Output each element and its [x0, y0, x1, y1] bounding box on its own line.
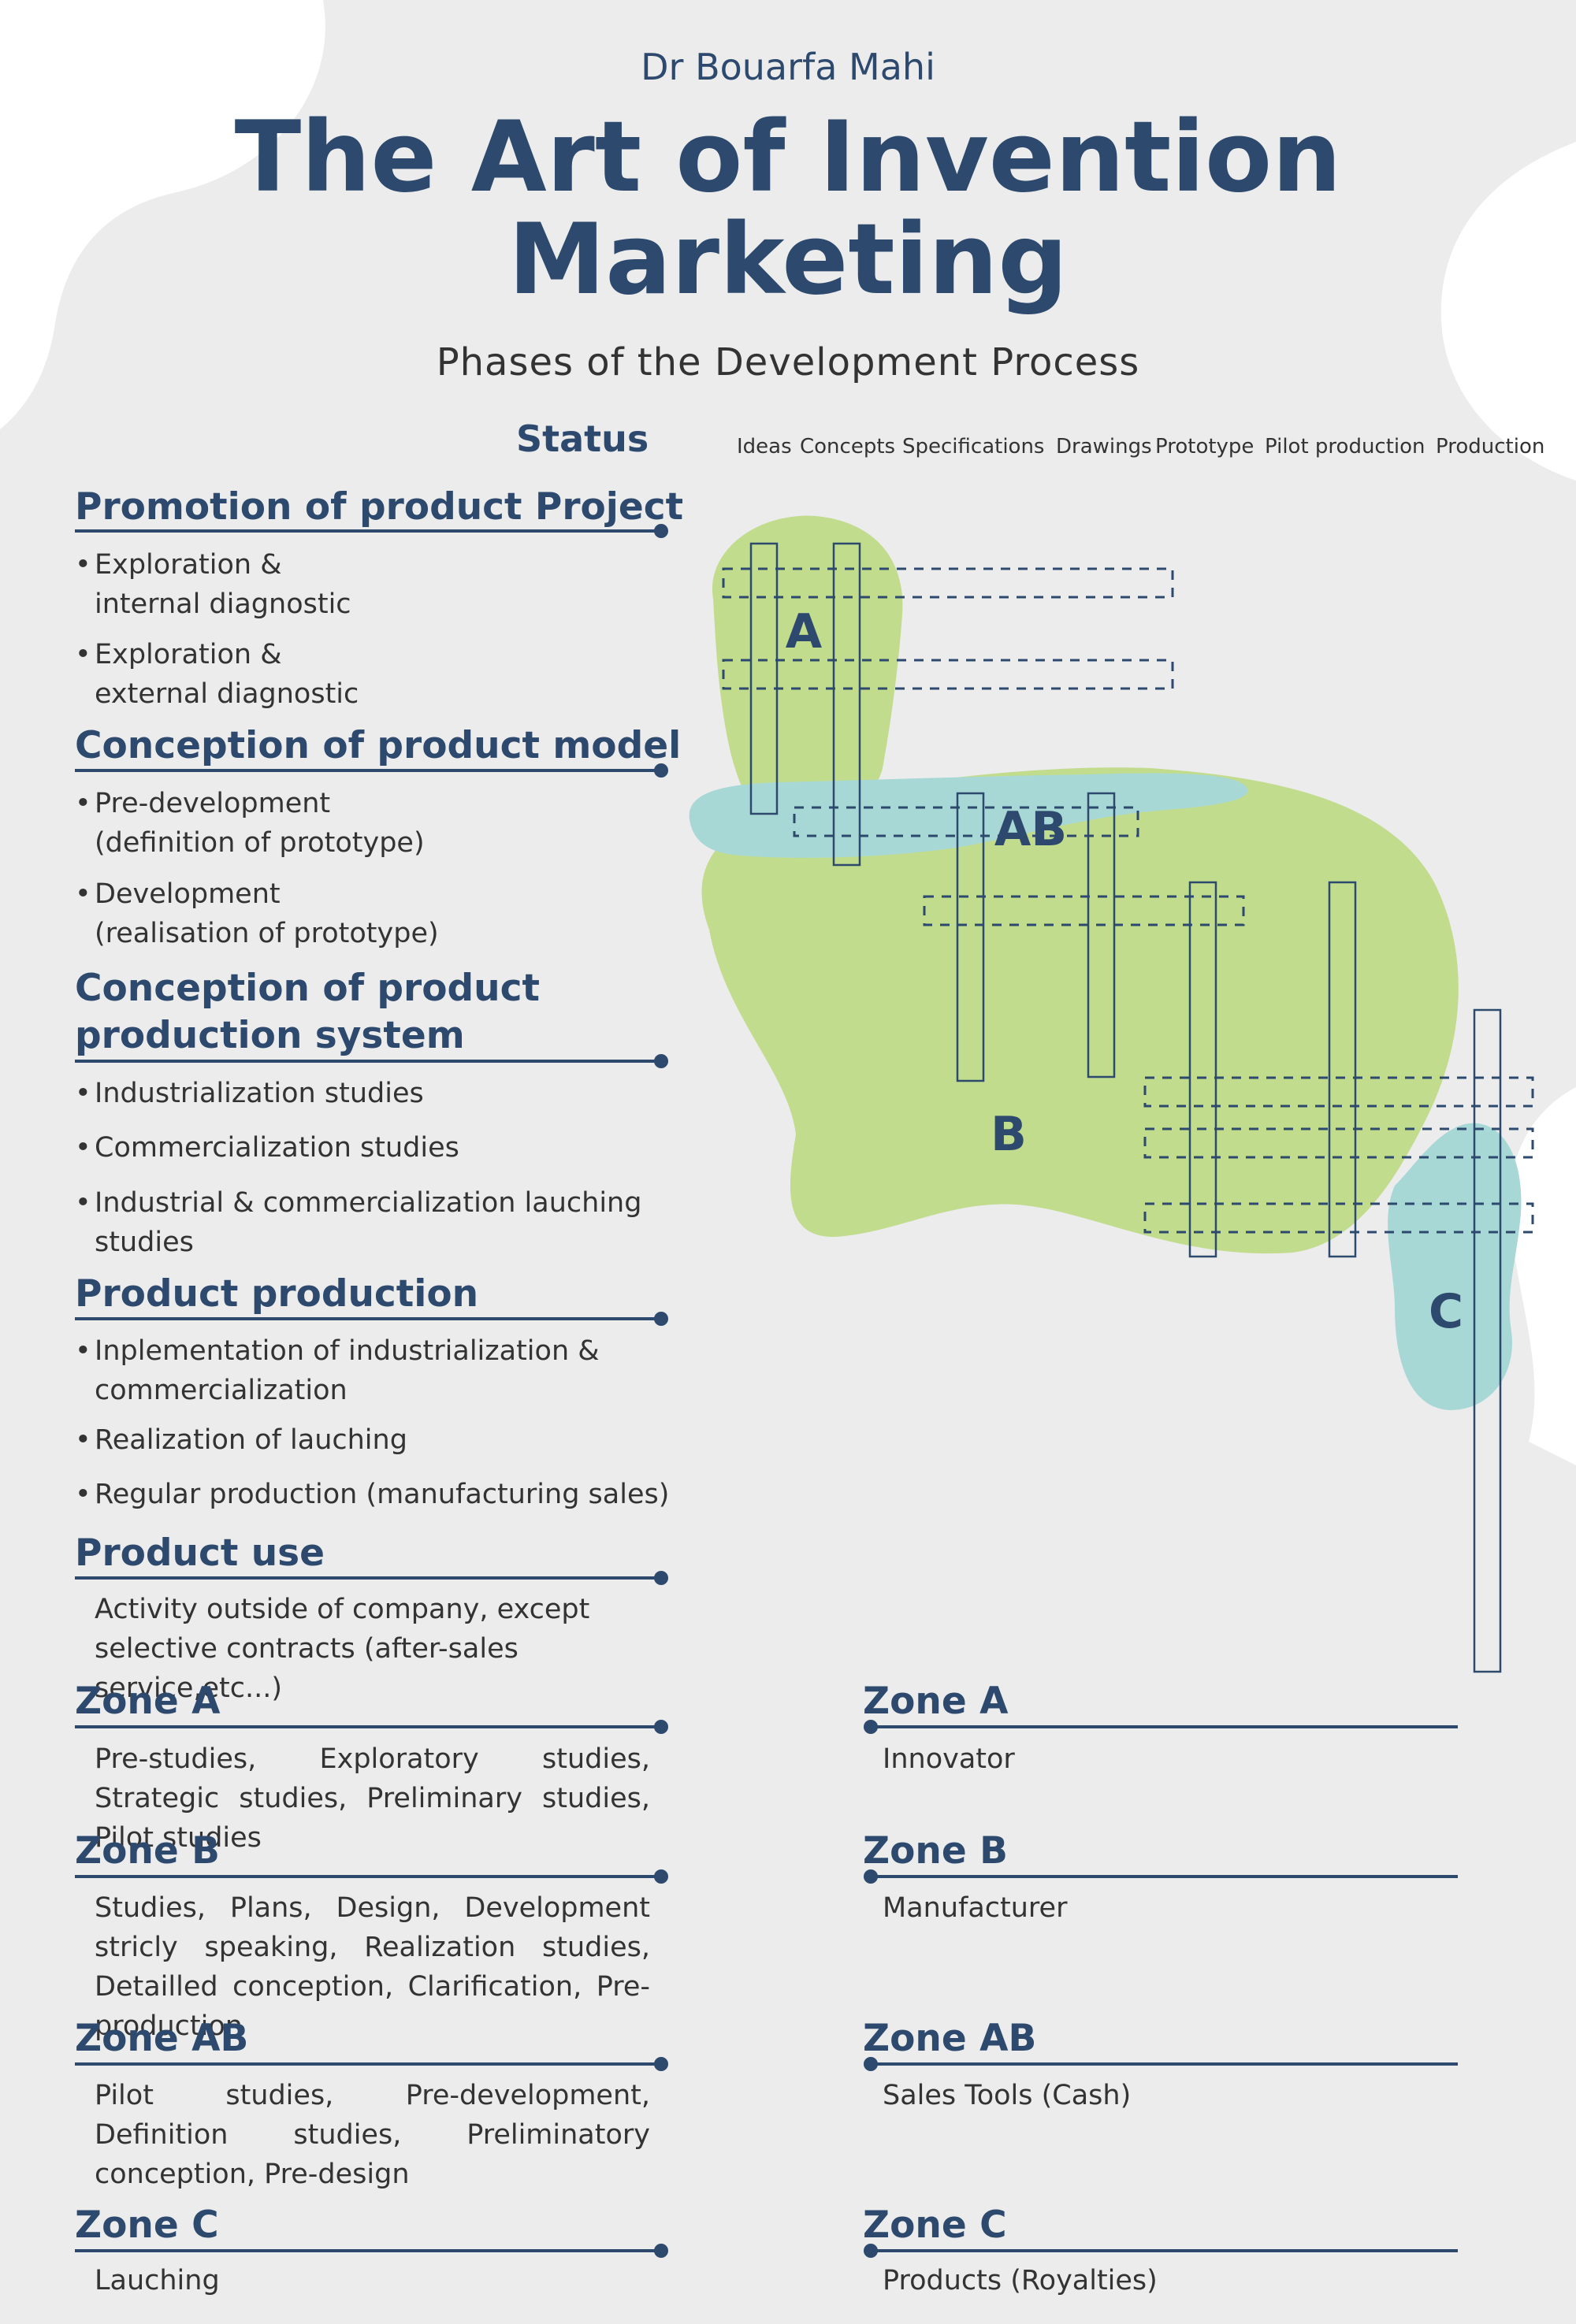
- section-production-system-title: Conception of product production system: [75, 967, 540, 1057]
- section-rule: [75, 1725, 662, 1728]
- status-heading: Status: [516, 418, 649, 460]
- rule-end-dot: [654, 524, 668, 538]
- product-use-text: Activity outside of company, except sele…: [95, 1594, 590, 1704]
- zone-c-blob: [1388, 1123, 1522, 1410]
- vertical-bar-7: [1473, 1008, 1502, 1673]
- page-subtitle: Phases of the Development Process: [436, 340, 1140, 384]
- dashed-bar-1: [722, 567, 1174, 599]
- zone-b-blob: [701, 767, 1459, 1254]
- zone-a-left-title: Zone A: [75, 1680, 221, 1723]
- section-rule: [75, 1060, 662, 1063]
- rule-end-dot: [654, 1720, 668, 1734]
- zone-c-role: Products (Royalties): [883, 2265, 1158, 2296]
- title-line-1: The Art of Invention: [234, 101, 1342, 214]
- list-item: • Development (realisation of prototype): [75, 878, 439, 949]
- zone-c-left-title: Zone C: [75, 2203, 219, 2247]
- section-rule: [871, 1875, 1458, 1878]
- rule-end-dot: [654, 1054, 668, 1068]
- page-title: The Art of Invention Marketing: [0, 106, 1576, 311]
- zone-ab-description: Pilot studies, Pre-development, Definiti…: [95, 2080, 650, 2190]
- phase-label-concepts: Concepts: [800, 435, 896, 458]
- section-rule: [75, 2249, 662, 2252]
- section-rule: [871, 1725, 1458, 1728]
- section-rule: [75, 1576, 662, 1580]
- phase-label-prototype: Prototype: [1155, 435, 1254, 458]
- section-rule: [871, 2249, 1458, 2252]
- list-item: • Pre-development (definition of prototype…: [75, 788, 425, 859]
- vertical-bar-5: [1188, 881, 1217, 1258]
- zone-b-right-title: Zone B: [863, 1829, 1008, 1873]
- list-item: • Inplementation of industrialization & co…: [75, 1335, 600, 1406]
- section-rule: [871, 2062, 1458, 2066]
- section-rule: [75, 1317, 662, 1320]
- zone-ab-role: Sales Tools (Cash): [883, 2080, 1132, 2111]
- list-item: • Regular production (manufacturing sales…: [75, 1479, 670, 1510]
- zone-b-left-title: Zone B: [75, 1829, 220, 1873]
- zone-c-label: C: [1429, 1284, 1463, 1339]
- zone-ab-label: AB: [994, 802, 1067, 857]
- dashed-bar-4: [923, 895, 1245, 926]
- zone-c-description: Lauching: [95, 2265, 220, 2296]
- zone-a-description: Pre-studies, Exploratory studies, Strate…: [95, 1743, 650, 1854]
- list-item: • Industrialization studies: [75, 1078, 424, 1109]
- vertical-bar-6: [1328, 881, 1357, 1258]
- phase-label-production: Production: [1436, 435, 1545, 458]
- dashed-bar-7: [1143, 1202, 1534, 1234]
- phase-label-drawings: Drawings: [1056, 435, 1152, 458]
- list-item: • Commercialization studies: [75, 1132, 459, 1164]
- dashed-bar-6: [1143, 1127, 1534, 1159]
- list-item: • Exploration & external diagnostic: [75, 639, 359, 710]
- vertical-bar-1: [749, 542, 779, 815]
- section-rule: [75, 769, 662, 772]
- section-product-production-title: Product production: [75, 1272, 479, 1316]
- zone-a-label: A: [786, 604, 823, 659]
- rule-end-dot: [654, 1312, 668, 1326]
- author-name: Dr Bouarfa Mahi: [641, 46, 935, 88]
- section-product-use-title: Product use: [75, 1531, 325, 1575]
- list-item: • Realization of lauching: [75, 1424, 407, 1456]
- vertical-bar-2: [832, 542, 861, 867]
- rule-end-dot: [654, 1869, 668, 1884]
- rule-end-dot: [654, 763, 668, 778]
- zone-c-right-title: Zone C: [863, 2203, 1007, 2247]
- dashed-bar-2: [722, 659, 1174, 690]
- phase-label-pilot-production: Pilot production: [1265, 435, 1425, 458]
- vertical-bar-4: [1087, 792, 1116, 1078]
- section-promotion-title: Promotion of product Project: [75, 485, 684, 529]
- dashed-bar-5: [1143, 1076, 1534, 1108]
- section-rule: [75, 1875, 662, 1878]
- zone-a-blob: [712, 515, 903, 829]
- zone-b-description: Studies, Plans, Design, Development stri…: [95, 1892, 650, 2042]
- zone-a-role: Innovator: [883, 1743, 1015, 1775]
- vertical-bar-3: [956, 792, 985, 1082]
- section-rule: [75, 2062, 662, 2066]
- zone-b-role: Manufacturer: [883, 1892, 1068, 1924]
- zone-ab-right-title: Zone AB: [863, 2017, 1037, 2060]
- phase-label-specifications: Specifications: [902, 435, 1045, 458]
- title-line-2: Marketing: [507, 203, 1069, 317]
- dashed-bar-3: [793, 806, 1139, 837]
- list-item: • Exploration & internal diagnostic: [75, 549, 351, 620]
- zone-ab-left-title: Zone AB: [75, 2017, 249, 2060]
- section-rule: [75, 529, 662, 533]
- rule-end-dot: [654, 2244, 668, 2258]
- zone-b-label: B: [991, 1107, 1027, 1162]
- phase-label-ideas: Ideas: [737, 435, 792, 458]
- rule-end-dot: [654, 2057, 668, 2071]
- rule-end-dot: [654, 1571, 668, 1585]
- zone-a-right-title: Zone A: [863, 1680, 1009, 1723]
- list-item: • Industrial & commercialization lauching…: [75, 1187, 642, 1258]
- section-model-title: Conception of product model: [75, 724, 682, 767]
